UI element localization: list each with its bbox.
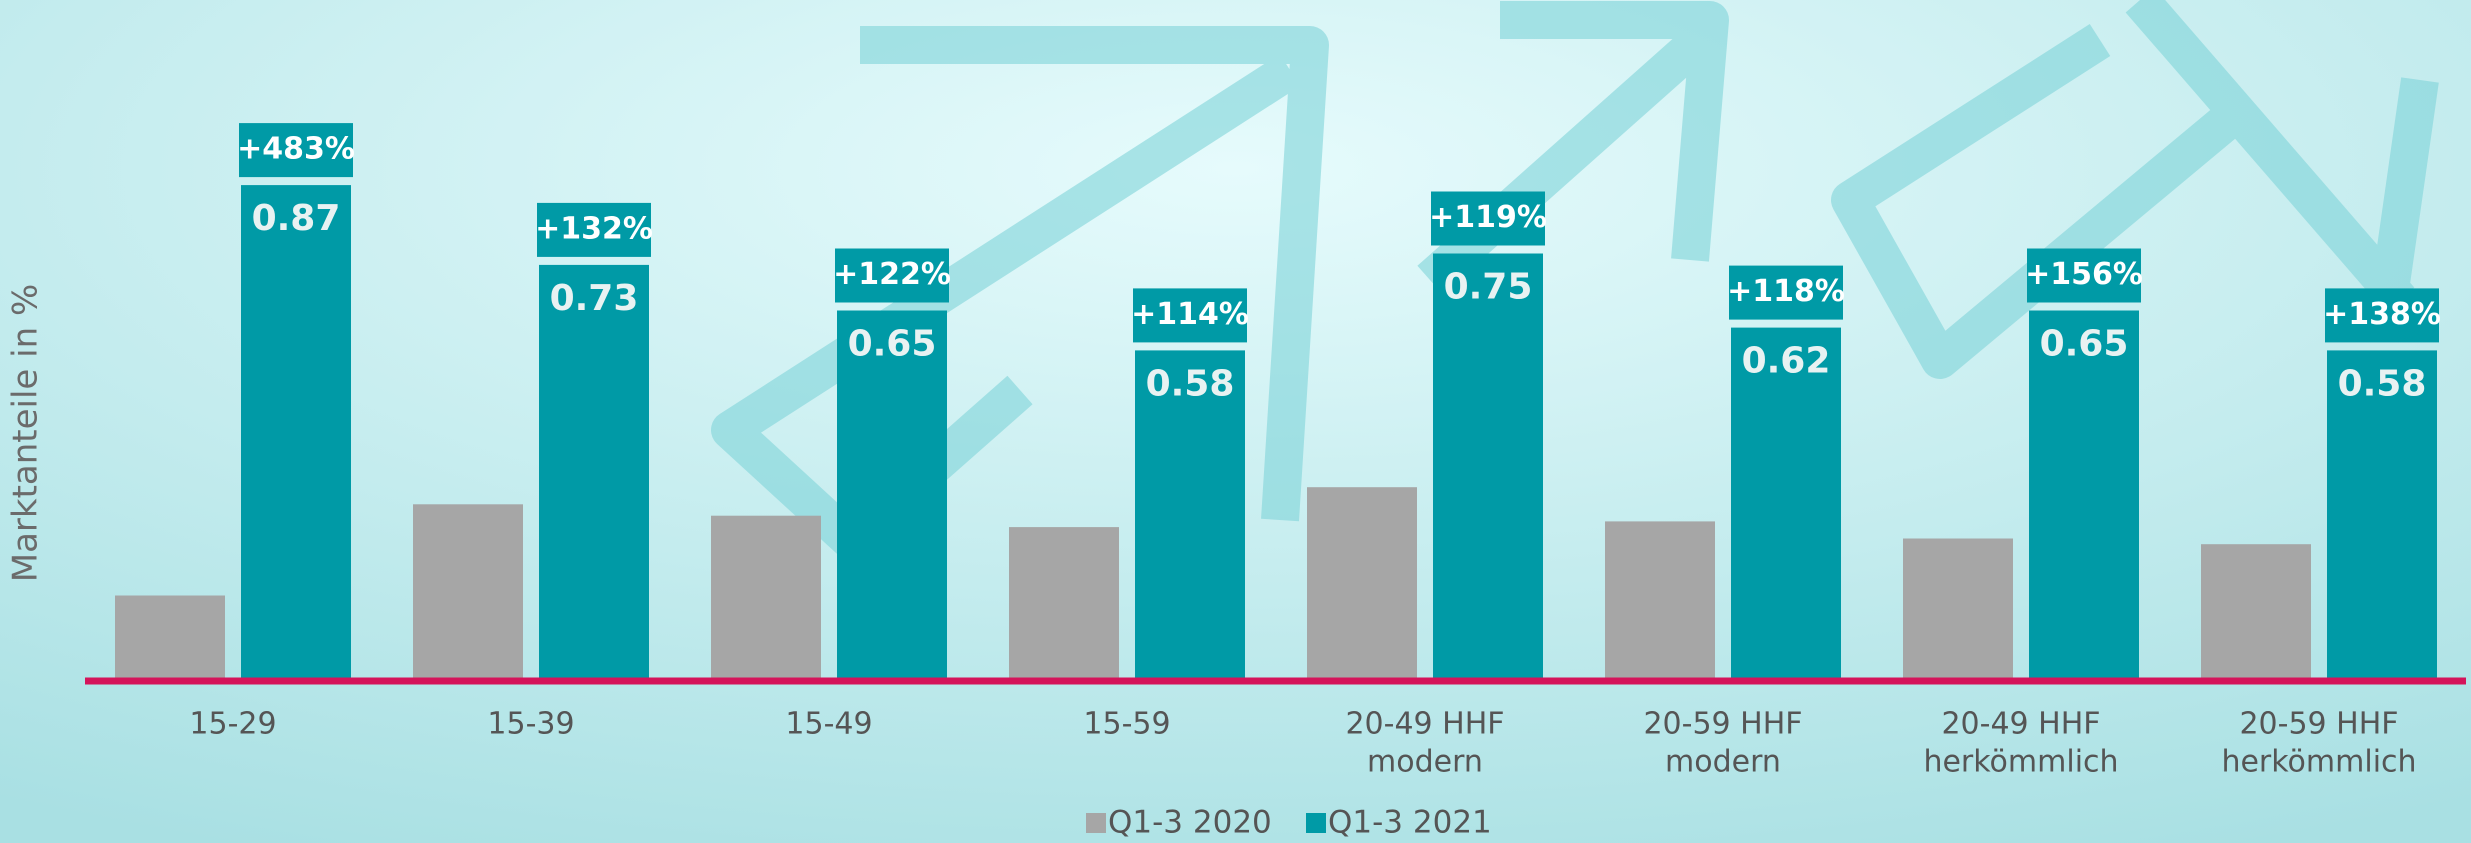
x-tick-label: 20-59 HHF [1643,707,1802,742]
bar [2029,310,2139,681]
change-label: +118% [1727,274,1845,309]
change-label-box [1431,191,1545,246]
legend-label: Q1-3 2021 [1328,805,1492,841]
change-label: +119% [1429,200,1547,235]
change-label: +132% [535,211,653,246]
value-label: 0.62 [1742,341,1831,382]
x-tick-label: herkömmlich [1923,745,2118,780]
bar [1433,253,1543,681]
change-label-box [1729,265,1843,320]
bar [837,310,947,681]
x-tick-label: herkömmlich [2221,745,2416,780]
x-tick-label: 15-59 [1083,707,1170,742]
change-label-box [537,202,651,257]
change-label: +122% [833,257,951,292]
change-label: +483% [237,132,355,167]
change-label: +138% [2323,297,2441,332]
x-tick-label: modern [1367,745,1483,780]
change-label-box [2325,288,2439,343]
bar [711,515,821,681]
change-label-box [1133,288,1247,343]
bar [413,504,523,681]
bar [1605,521,1715,681]
change-label-box [835,248,949,303]
bar [2327,350,2437,681]
value-label: 0.87 [252,198,341,239]
bar [539,264,649,681]
x-tick-label: 15-39 [487,707,574,742]
x-tick-label: 15-49 [785,707,872,742]
value-label: 0.73 [550,278,639,319]
legend-swatch [1086,813,1106,833]
change-label: +114% [1131,297,1249,332]
bar [115,595,225,681]
x-tick-label: 20-49 HHF [1345,707,1504,742]
value-label: 0.58 [2338,363,2427,404]
value-label: 0.65 [848,324,937,365]
bar [1307,487,1417,681]
bar [1903,538,2013,681]
bar [1135,350,1245,681]
bar [2201,544,2311,681]
change-label-box [239,123,353,178]
bar [1009,527,1119,681]
value-label: 0.58 [1146,363,1235,404]
legend-label: Q1-3 2020 [1108,805,1272,841]
bar [1731,327,1841,681]
value-label: 0.75 [1444,267,1533,308]
x-tick-label: 20-49 HHF [1941,707,2100,742]
x-tick-label: 15-29 [189,707,276,742]
value-label: 0.65 [2040,324,2129,365]
change-label-box [2027,248,2141,303]
y-axis-title: Marktanteile in % [6,284,46,583]
legend-swatch [1306,813,1326,833]
decorative-arrows [711,0,2439,559]
change-label: +156% [2025,257,2143,292]
x-tick-label: modern [1665,745,1781,780]
x-tick-label: 20-59 HHF [2239,707,2398,742]
bar [241,185,351,681]
